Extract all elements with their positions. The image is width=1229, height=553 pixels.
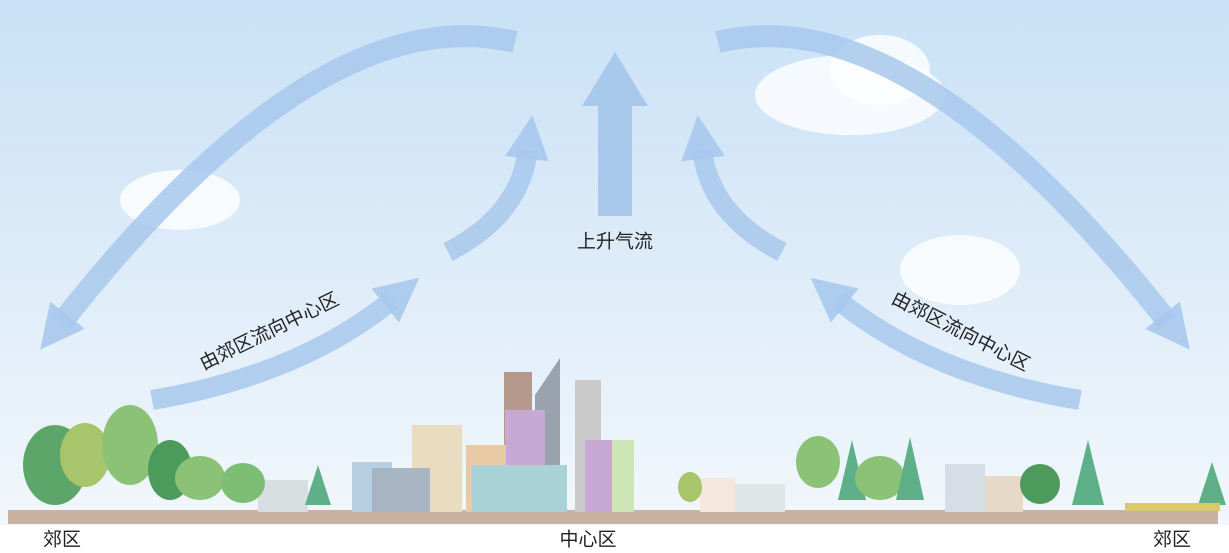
big-arrow-left [40, 25, 518, 350]
inflow-right [810, 277, 1082, 410]
inflow-left [150, 277, 420, 410]
base [0, 525, 1229, 553]
big-arrow-right [715, 25, 1190, 350]
arrows [40, 25, 1190, 410]
city [8, 358, 1218, 524]
updraft-label: 上升气流 [577, 230, 653, 252]
updraft-shaft [598, 100, 632, 216]
small-arrow-left [443, 115, 549, 261]
right-suburb-label: 郊区 [1153, 528, 1191, 550]
small-arrow-right [681, 115, 787, 261]
center-label: 中心区 [559, 528, 616, 550]
clouds [120, 35, 1020, 305]
updraft-head [582, 52, 648, 106]
left-suburb-label: 郊区 [43, 528, 81, 550]
trees [23, 405, 1226, 511]
